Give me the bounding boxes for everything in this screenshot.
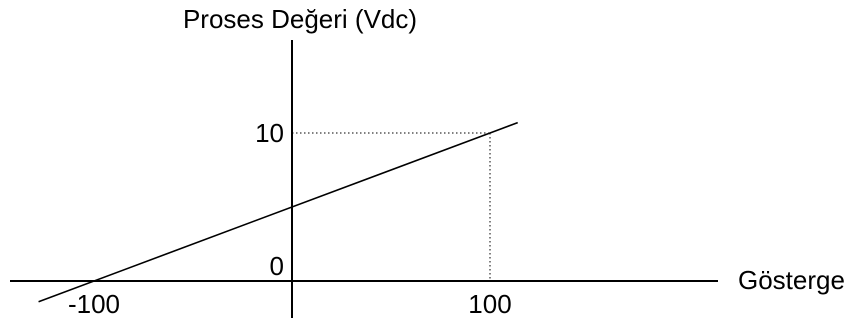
series-line: [38, 121, 519, 303]
y-axis-label: Proses Değeri (Vdc): [183, 4, 417, 34]
x-tick-label: 100: [468, 289, 511, 319]
x-tick-label: -100: [68, 289, 120, 319]
labels: Proses Değeri (Vdc) Gösterge -100 100 0 10: [68, 4, 845, 319]
guides: [292, 132, 491, 281]
y-tick-label: 0: [270, 251, 284, 281]
x-axis-label: Gösterge: [738, 265, 845, 295]
axes: [10, 40, 718, 318]
y-tick-label: 10: [255, 118, 284, 148]
series: [38, 121, 519, 303]
